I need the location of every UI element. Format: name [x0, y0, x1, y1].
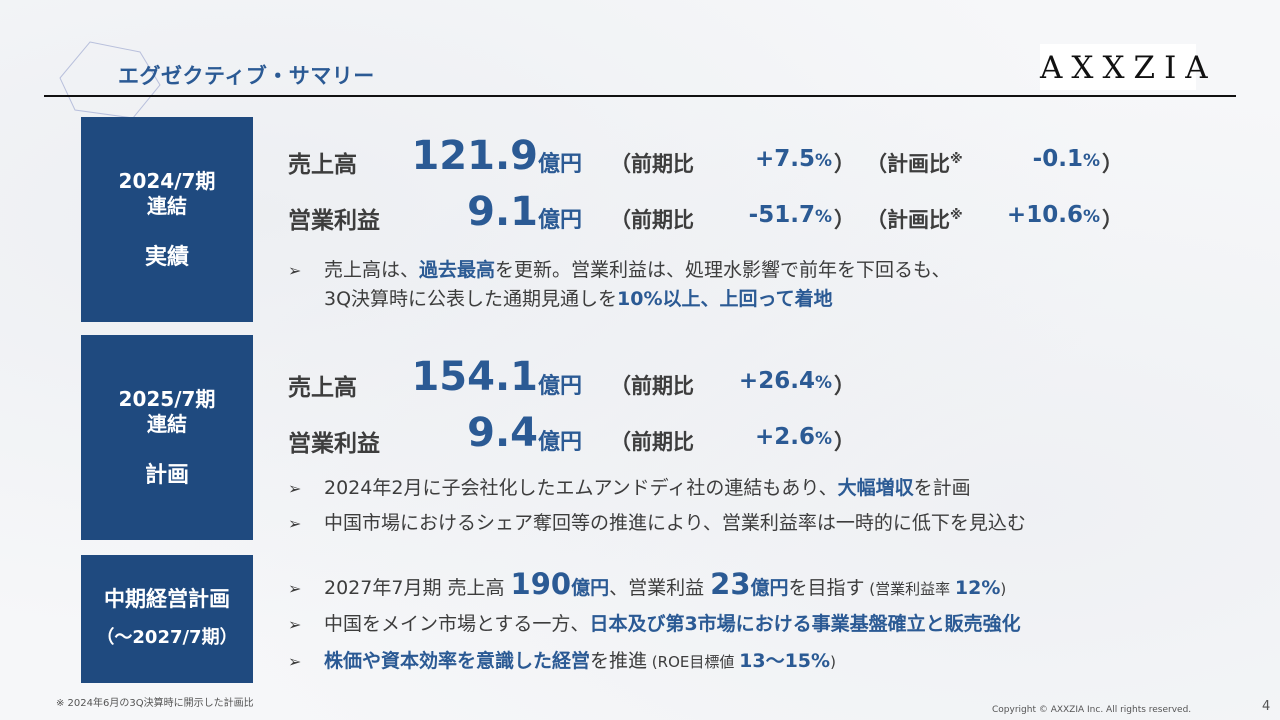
- bullet-midterm-market: ➢ 中国をメイン市場とする一方、日本及び第3市場における事業基盤確立と販売強化: [288, 613, 1021, 635]
- page-number: 4: [1262, 699, 1271, 714]
- revenue-value: 154.1: [411, 354, 538, 400]
- box-type: 計画: [144, 462, 189, 488]
- box-title: 中期経営計画: [104, 587, 230, 611]
- arrow-bullet-icon: ➢: [288, 479, 302, 498]
- op-income-unit: 億円: [538, 208, 583, 233]
- arrow-bullet-icon: ➢: [288, 514, 302, 533]
- op-income-value: 9.1: [467, 189, 538, 235]
- bullet-2024-summary-cont: 3Q決算時に公表した通期見通しを10%以上、上回って着地: [324, 288, 833, 310]
- bullet-2025-margin: ➢ 中国市場におけるシェア奪回等の推進により、営業利益率は一時的に低下を見込む: [288, 512, 1026, 534]
- box-type: 実績: [144, 244, 189, 270]
- arrow-bullet-icon: ➢: [288, 615, 302, 634]
- company-logo: AXXZIA: [1040, 44, 1208, 90]
- bullet-2025-revenue: ➢ 2024年2月に子会社化したエムアンドディ社の連結もあり、大幅増収を計画: [288, 477, 971, 499]
- box-scope: 連結: [147, 193, 187, 218]
- section-box-2024-results: 2024/7期 連結 実績: [81, 117, 253, 322]
- section-box-midterm-plan: 中期経営計画 （～2027/7期）: [81, 555, 253, 683]
- yoy-label: （前期比: [610, 374, 694, 398]
- paren: ）: [834, 374, 855, 398]
- op-income-unit: 億円: [538, 430, 583, 455]
- page-title: エグゼクティブ・サマリー: [118, 64, 375, 88]
- paren: ）: [834, 430, 855, 454]
- yoy-label: （前期比: [610, 430, 694, 454]
- section-box-2025-plan: 2025/7期 連結 計画: [81, 335, 253, 540]
- revenue-yoy: +7.5%: [754, 146, 832, 172]
- box-period: 2024/7期: [118, 168, 216, 193]
- arrow-bullet-icon: ➢: [288, 652, 302, 671]
- box-period: （～2027/7期）: [96, 627, 238, 648]
- yoy-label: （前期比: [610, 208, 694, 232]
- revenue-label: 売上高: [288, 152, 357, 178]
- op-income-label: 営業利益: [288, 208, 380, 234]
- copyright: Copyright © AXXZIA Inc. All rights reser…: [992, 705, 1192, 715]
- paren: ）: [1102, 152, 1123, 176]
- box-period: 2025/7期: [118, 386, 216, 411]
- op-income-label: 営業利益: [288, 431, 380, 457]
- revenue-yoy: +26.4%: [738, 368, 832, 394]
- op-income-value: 9.4: [467, 410, 538, 456]
- arrow-bullet-icon: ➢: [288, 261, 302, 280]
- plan-label: （計画比※: [866, 208, 963, 232]
- op-income-plan-diff: +10.6%: [1006, 202, 1100, 228]
- paren: ）: [834, 152, 855, 176]
- bullet-2024-summary: ➢ 売上高は、過去最高を更新。営業利益は、処理水影響で前年を下回るも、: [288, 259, 951, 281]
- arrow-bullet-icon: ➢: [288, 579, 302, 598]
- revenue-value: 121.9: [411, 133, 538, 179]
- plan-label: （計画比※: [866, 152, 963, 176]
- revenue-plan-diff: -0.1%: [1032, 146, 1100, 172]
- bullet-midterm-roe: ➢ 株価や資本効率を意識した経営を推進 (ROE目標値 13～15%): [288, 650, 836, 672]
- footnote: ※ 2024年6月の3Q決算時に開示した計画比: [56, 698, 254, 709]
- yoy-label: （前期比: [610, 152, 694, 176]
- paren: ）: [1102, 208, 1123, 232]
- box-scope: 連結: [147, 411, 187, 436]
- revenue-unit: 億円: [538, 374, 583, 399]
- revenue-label: 売上高: [288, 375, 357, 401]
- paren: ）: [834, 208, 855, 232]
- op-income-yoy: -51.7%: [748, 202, 832, 228]
- revenue-unit: 億円: [538, 152, 583, 177]
- op-income-yoy: +2.6%: [754, 424, 832, 450]
- bullet-midterm-target: ➢ 2027年7月期 売上高 190億円、営業利益 23億円を目指す (営業利益率…: [288, 567, 1007, 601]
- title-divider: [44, 95, 1236, 97]
